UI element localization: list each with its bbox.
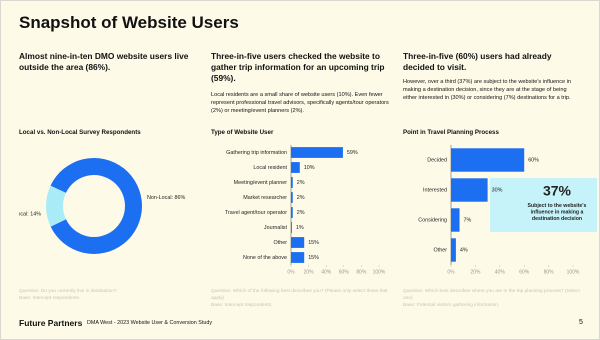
data-label: 15% bbox=[308, 255, 319, 261]
base: Base: Intercept respondents. bbox=[19, 296, 81, 302]
x-tick-label: 60% bbox=[339, 269, 350, 275]
bar bbox=[451, 178, 488, 202]
data-label: 60% bbox=[528, 157, 539, 163]
annotation-box bbox=[490, 178, 597, 232]
x-tick-label: 80% bbox=[544, 269, 555, 275]
category-label: Decided bbox=[427, 157, 447, 163]
data-label: 2% bbox=[297, 210, 305, 216]
chart-title: Type of Website User bbox=[211, 129, 274, 136]
category-label: None of the above bbox=[243, 255, 287, 261]
chart-title: Local vs. Non-Local Survey Respondents bbox=[19, 129, 141, 136]
category-label: Travel agent/tour operator bbox=[225, 210, 287, 216]
bar bbox=[451, 148, 525, 172]
study-name: DMA West - 2023 Website User & Conversio… bbox=[87, 320, 213, 326]
footnote: Question: Which of the following best de… bbox=[211, 288, 391, 310]
question: Question: Which of the following best de… bbox=[211, 289, 388, 302]
data-label: 7% bbox=[464, 217, 472, 223]
slide-title: Snapshot of Website Users bbox=[19, 13, 239, 32]
page-number: 5 bbox=[579, 319, 583, 326]
column-heading: Three-in-five users checked the website … bbox=[211, 51, 385, 83]
data-label: 4% bbox=[460, 247, 468, 253]
category-label: Other bbox=[274, 240, 288, 246]
base: Base: Potential visitors gathering infor… bbox=[403, 303, 500, 309]
category-label: Market researcher bbox=[243, 195, 287, 201]
data-label: 2% bbox=[297, 180, 305, 186]
annotation-value: 37% bbox=[543, 183, 572, 199]
bar bbox=[291, 177, 293, 188]
bar bbox=[291, 252, 305, 263]
bar bbox=[291, 147, 343, 158]
category-label: Considering bbox=[418, 217, 447, 223]
column-body: Local residents are a small share of web… bbox=[211, 92, 389, 115]
bar bbox=[291, 162, 300, 173]
column-body: However, over a third (37%) are subject … bbox=[403, 79, 572, 102]
data-label: Non-Local: 86% bbox=[147, 195, 186, 201]
x-tick-label: 100% bbox=[567, 269, 580, 275]
donut-chart: Non-Local: 86% Local: 14% bbox=[19, 158, 186, 254]
data-label: 59% bbox=[347, 150, 358, 156]
data-label: 15% bbox=[308, 240, 319, 246]
bar-chart: 0% 20% 40% 60% 80% 100% Gathering trip informa… bbox=[225, 145, 386, 275]
category-label: Meeting/event planner bbox=[234, 180, 288, 186]
category-label: Interested bbox=[423, 187, 447, 193]
x-tick-label: 80% bbox=[356, 269, 367, 275]
column-heading: Almost nine-in-ten DMO website users liv… bbox=[19, 51, 189, 72]
bar bbox=[291, 192, 293, 203]
x-tick-label: 40% bbox=[495, 269, 506, 275]
annotation-text: Subject to the website's influence in mak… bbox=[528, 203, 587, 222]
footnote: Question: Do you currently live in desti… bbox=[19, 288, 199, 302]
bar bbox=[291, 237, 305, 248]
brand: Future Partners bbox=[19, 318, 83, 328]
bar bbox=[291, 222, 292, 233]
x-tick-label: 20% bbox=[304, 269, 315, 275]
category-label: Journalist bbox=[264, 225, 288, 231]
x-tick-label: 0% bbox=[447, 269, 455, 275]
category-label: Other bbox=[434, 247, 448, 253]
category-label: Gathering trip information bbox=[226, 150, 287, 156]
column-heading: Three-in-five (60%) users had already de… bbox=[403, 51, 552, 72]
x-tick-label: 100% bbox=[373, 269, 386, 275]
x-tick-label: 40% bbox=[321, 269, 332, 275]
bar bbox=[451, 238, 456, 262]
question: Question: Which best describes where you… bbox=[403, 289, 580, 302]
base: Base: Intercept respondents. bbox=[211, 303, 273, 309]
bar-chart: 37% Subject to the website's influence in … bbox=[418, 145, 597, 275]
footnote: Question: Which best describes where you… bbox=[403, 288, 583, 310]
chart-title: Point in Travel Planning Process bbox=[403, 129, 499, 136]
data-label: 10% bbox=[304, 165, 315, 171]
data-label: 2% bbox=[297, 195, 305, 201]
data-label: 1% bbox=[296, 225, 304, 231]
x-tick-label: 60% bbox=[519, 269, 530, 275]
bar bbox=[291, 207, 293, 218]
question: Question: Do you currently live in desti… bbox=[19, 289, 117, 294]
bar bbox=[451, 208, 460, 232]
x-tick-label: 20% bbox=[470, 269, 481, 275]
data-label: 30% bbox=[492, 187, 503, 193]
donut-slice bbox=[50, 158, 143, 254]
data-label: Local: 14% bbox=[19, 212, 41, 218]
x-tick-label: 0% bbox=[287, 269, 295, 275]
donut-slice bbox=[45, 185, 66, 227]
category-label: Local resident bbox=[253, 165, 287, 171]
